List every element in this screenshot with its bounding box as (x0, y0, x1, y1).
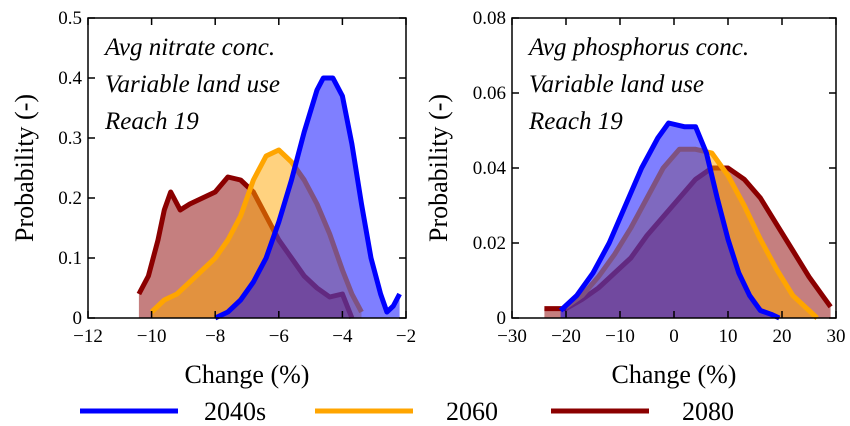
x-tick-label-right: 10 (719, 326, 738, 347)
x-tick-label-left: −8 (205, 326, 225, 347)
y-tick-label-right: 0.08 (473, 8, 506, 29)
annotation-line-3-right: Reach 19 (528, 108, 623, 135)
x-tick-label-left: −6 (269, 326, 289, 347)
x-tick-label-left: −2 (396, 326, 416, 347)
y-tick-label-left: 0.3 (58, 128, 82, 149)
x-tick-label-right: −30 (497, 326, 527, 347)
legend-label-2040s: 2040s (204, 397, 266, 426)
x-axis-title-right: Change (%) (612, 360, 737, 389)
y-tick-label-right: 0.02 (473, 233, 506, 254)
x-tick-label-left: −10 (137, 326, 167, 347)
x-tick-label-left: −12 (73, 326, 103, 347)
x-tick-label-right: −20 (551, 326, 581, 347)
y-tick-label-right: 0.04 (473, 158, 507, 179)
y-tick-label-left: 0 (73, 308, 83, 329)
ticks-right: −30 −20 −10 0 10 20 30 0 0.02 0.04 0.06 0.08 (473, 8, 846, 347)
legend: 2040s 2060 2080 (80, 397, 734, 426)
annotation-line-1-right: Avg phosphorus conc. (527, 34, 749, 61)
legend-label-2060: 2060 (446, 397, 498, 426)
x-axis-title-left: Change (%) (185, 360, 310, 389)
y-tick-label-left: 0.4 (58, 68, 82, 89)
area-2040s-right (560, 123, 780, 318)
area-2040s-left (215, 78, 400, 318)
y-tick-label-right: 0 (497, 308, 507, 329)
x-tick-label-right: 20 (773, 326, 792, 347)
y-tick-label-left: 0.2 (58, 188, 82, 209)
y-tick-label-left: 0.1 (58, 248, 82, 269)
x-tick-label-right: −10 (605, 326, 635, 347)
x-tick-label-left: −4 (332, 326, 353, 347)
ticks-left: −12 −10 −8 −6 −4 −2 0 0.1 0.2 0.3 0.4 0.5 (58, 8, 416, 347)
panel-nitrate: −12 −10 −8 −6 −4 −2 0 0.1 0.2 0.3 0.4 0.5 Change (%… (10, 8, 416, 389)
annotation-line-2-right: Variable land use (529, 71, 704, 98)
line-2040s-left (214, 75, 402, 321)
y-axis-title-right: Probability (-) (424, 94, 453, 242)
x-tick-label-right: 30 (827, 326, 846, 347)
x-tick-label-right: 0 (669, 326, 679, 347)
legend-label-2080: 2080 (682, 397, 734, 426)
annotation-line-3-left: Reach 19 (104, 108, 199, 135)
plot-frame-left (87, 17, 407, 319)
y-axis-title-left: Probability (-) (10, 94, 39, 242)
y-tick-label-right: 0.06 (473, 83, 506, 104)
series-layer-right (544, 120, 833, 321)
series-layer-left (136, 75, 402, 321)
y-tick-label-left: 0.5 (58, 8, 82, 29)
panel-phosphorus: −30 −20 −10 0 10 20 30 0 0.02 0.04 0.06 0.08 Change… (424, 8, 846, 389)
line-2040s-right (558, 120, 781, 321)
annotation-line-1-left: Avg nitrate conc. (103, 34, 275, 61)
annotation-line-2-left: Variable land use (105, 71, 280, 98)
